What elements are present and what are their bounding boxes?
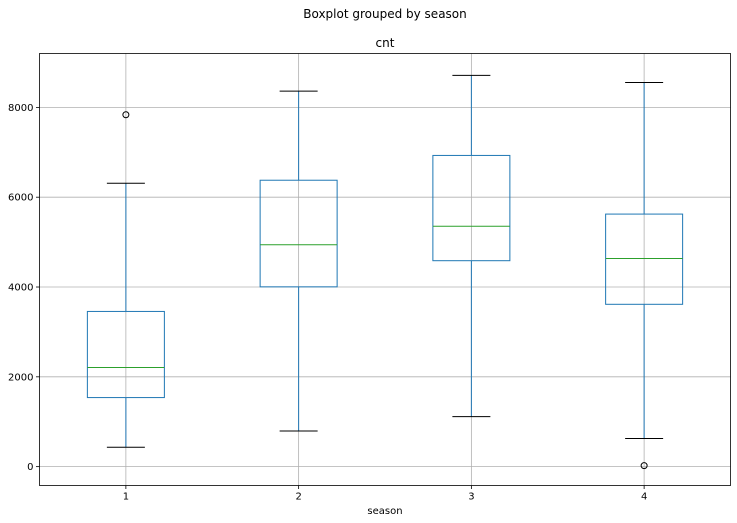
plot-frame: [39, 53, 731, 486]
y-tick-label: 6000: [8, 193, 33, 204]
y-tick-label: 2000: [8, 372, 33, 383]
outlier-point: [640, 462, 648, 470]
box-series: [86, 74, 684, 470]
x-tick-label: 2: [295, 492, 301, 503]
y-tick-label: 4000: [8, 283, 33, 294]
x-tick-label: 4: [641, 492, 647, 503]
y-tick-label: 0: [27, 462, 33, 473]
y-axis: 0 2000 4000 6000 8000: [8, 103, 40, 473]
box-iqr: [259, 179, 338, 288]
box-group-season-3: [432, 74, 511, 418]
y-tick-label: 8000: [8, 103, 33, 114]
box-group-season-2: [259, 90, 338, 432]
box-group-season-1: [86, 111, 165, 448]
box-group-season-4: [605, 81, 684, 470]
box-iqr: [605, 213, 684, 305]
box-iqr: [86, 310, 165, 399]
chart-suptitle: Boxplot grouped by season: [303, 7, 467, 21]
x-axis-label: season: [367, 506, 402, 517]
x-tick-label: 3: [468, 492, 474, 503]
outlier-point: [122, 111, 130, 119]
x-axis: 1 2 3 4: [123, 485, 647, 503]
axes-title: cnt: [376, 36, 395, 50]
grid-lines: [39, 53, 731, 486]
box-iqr: [432, 154, 511, 262]
x-tick-label: 1: [123, 492, 129, 503]
